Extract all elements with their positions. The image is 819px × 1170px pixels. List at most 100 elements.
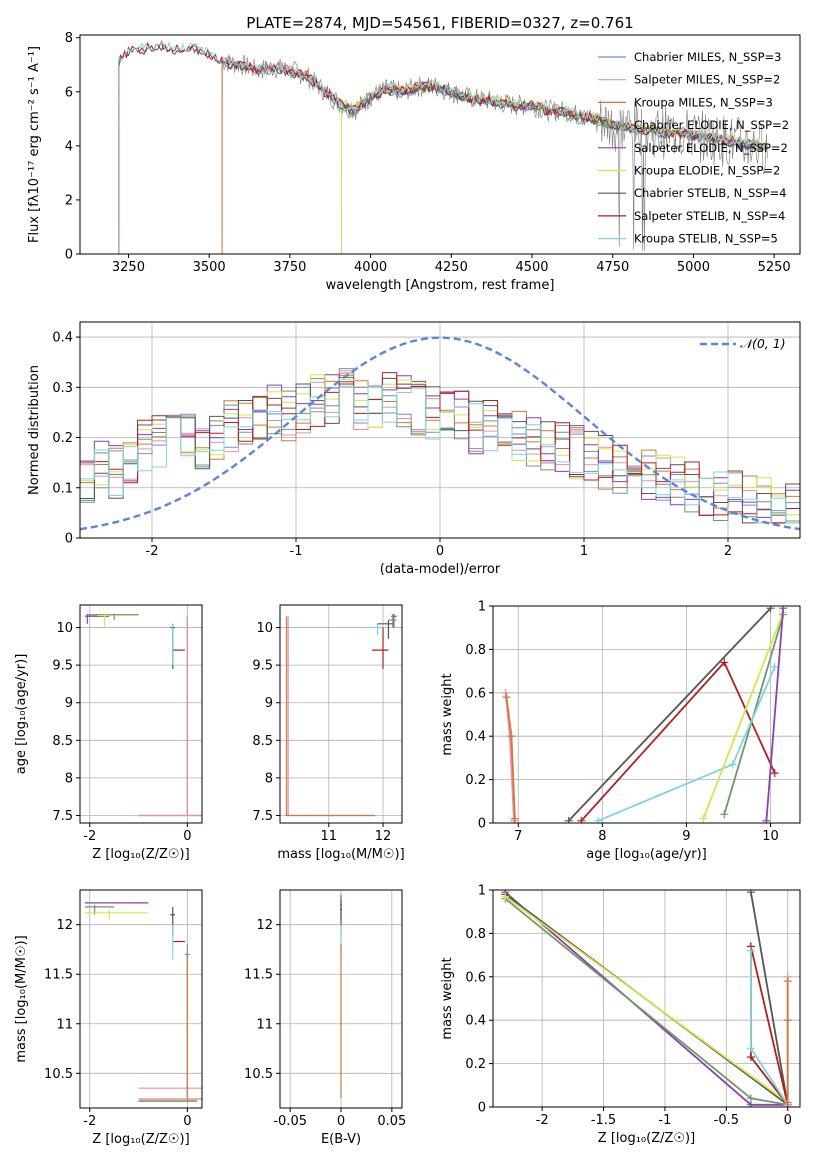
xtick-label-4: 4250 (435, 260, 468, 275)
xtick-label-3: 4000 (354, 260, 387, 275)
ytick-label-2: 0.4 (465, 1014, 486, 1029)
xtick-label-1: 12 (375, 829, 392, 844)
ytick-label-1: 11 (256, 1017, 273, 1032)
ytick-label-3: 0.6 (465, 970, 486, 985)
ytick-label-1: 0.2 (465, 773, 486, 788)
weight-marker-2-1 (746, 1094, 755, 1103)
point-5 (391, 614, 397, 628)
point-1 (285, 616, 375, 817)
ytick-label-3: 0.3 (52, 381, 73, 396)
y-axis-label: mass weight (440, 673, 455, 755)
gaussian-curve (80, 336, 800, 531)
xtick-label-1: 0 (337, 1114, 345, 1129)
legend-gaussian-label: 𝒩(0, 1) (740, 336, 786, 351)
panel-spectrum: 3250 3500 3750 4000 4250 4500 4750 5000 5250 0 2 4 6… (27, 31, 801, 293)
xtick-label-2: 9 (682, 829, 690, 844)
xtick-label-2: -1 (658, 1113, 671, 1128)
weight-line-6 (702, 612, 785, 820)
point-3 (372, 627, 389, 669)
legend: Chabrier MILES, N_SSP=3 Salpeter MILES, N… (598, 50, 789, 246)
ytick-label-4: 8 (65, 31, 73, 46)
axes-frame (79, 604, 203, 824)
ytick-label-1: 0.1 (52, 481, 73, 496)
ytick-label-2: 11.5 (244, 968, 273, 983)
xtick-label-1: 0 (183, 1114, 191, 1129)
x-axis-label: Z [log₁₀(Z/Z☉)] (92, 1132, 189, 1147)
x-axis-label: Z [log₁₀(Z/Z☉)] (598, 1131, 695, 1146)
xtick-label-0: -2 (146, 544, 159, 559)
ytick-label-2: 8.5 (52, 734, 73, 749)
point-8 (138, 616, 202, 817)
weight-marker-4-0 (720, 810, 729, 819)
xtick-label-4: 2 (724, 544, 732, 559)
weight-marker-5-0 (594, 816, 603, 823)
xtick-label-3: 10 (762, 829, 779, 844)
ytick-label-5: 1 (478, 884, 486, 899)
panel-age-vs-Z: -2 0 7.5 8 8.5 9 9.5 10 Z [log₁₀(Z/Z☉)] age [log₁… (14, 604, 203, 862)
ytick-label-0: 0 (65, 532, 73, 547)
model-spectrum-8 (118, 40, 769, 254)
ytick-label-2: 11.5 (44, 968, 73, 983)
xtick-label-7: 5000 (677, 260, 710, 275)
ytick-label-3: 12 (256, 918, 273, 933)
axes-frame (492, 889, 801, 1108)
xtick-label-4: 0 (784, 1113, 792, 1128)
xtick-label-0: -0.05 (273, 1114, 307, 1129)
point-6 (388, 614, 397, 628)
weight-marker-3-0 (501, 892, 510, 901)
axes-frame (279, 604, 403, 824)
ytick-label-1: 8 (265, 771, 273, 786)
xtick-label-1: 0 (183, 829, 191, 844)
y-axis-label: mass [log₁₀(M/M☉)] (14, 935, 29, 1062)
ytick-label-0: 7.5 (52, 809, 73, 824)
xtick-label-1: -1.5 (591, 1113, 616, 1128)
weight-line-3 (568, 607, 772, 822)
ytick-label-0: 10.5 (244, 1067, 273, 1082)
panel-mass-vs-Z: -2 0 10.5 11 11.5 12 Z [log₁₀(Z/Z☉)] mass [log₁… (14, 889, 203, 1147)
weight-marker-2-1 (720, 658, 729, 667)
xtick-label-2: 3750 (273, 260, 306, 275)
residual-histogram-1 (80, 370, 800, 524)
point-5 (171, 924, 174, 960)
ytick-label-3: 9 (65, 696, 73, 711)
point-1 (87, 614, 139, 621)
weight-marker-0-0 (501, 688, 510, 697)
legend-label-0: Chabrier MILES, N_SSP=3 (634, 50, 781, 64)
weight-marker-7-0 (762, 816, 771, 823)
panel-residuals: -2 -1 0 1 2 0 0.1 0.2 0.3 0.4 (data-model)/error No… (27, 321, 801, 577)
point-2 (84, 614, 110, 624)
ytick-label-1: 0.2 (465, 1057, 486, 1072)
point-6 (171, 623, 174, 666)
ytick-label-2: 4 (65, 139, 73, 154)
xtick-label-3: -0.5 (714, 1113, 739, 1128)
ytick-label-3: 12 (56, 918, 73, 933)
legend-label-3: Chabrier ELODIE, N_SSP=2 (634, 118, 789, 132)
plot-area (118, 40, 769, 254)
panel-age-vs-mass: 11 12 7.5 8 8.5 9 9.5 10 mass [log₁₀(M/M☉)] (252, 604, 405, 862)
plot-area (84, 902, 202, 1102)
plot-area (501, 606, 788, 823)
point-3 (339, 944, 343, 1099)
legend-label-6: Chabrier STELIB, N_SSP=4 (634, 186, 786, 200)
panel-weight-vs-age: 7 8 9 10 0 0.2 0.4 0.6 0.8 1 age [log₁₀(age/yr)] ma… (440, 600, 801, 862)
panel-weight-vs-Z: -2 -1.5 -1 -0.5 0 0 0.2 0.4 0.6 0.8 1 Z [log₁₀(Z/Z☉… (440, 884, 801, 1146)
legend-label-8: Kroupa STELIB, N_SSP=5 (634, 232, 778, 246)
plot-area (339, 894, 343, 1099)
plot-area (501, 890, 792, 1107)
legend-label-1: Salpeter MILES, N_SSP=2 (634, 73, 780, 87)
y-axis-label: age [log₁₀(age/yr)] (14, 654, 29, 775)
axes-frame (492, 605, 801, 824)
y-axis-label: Normed distribution (27, 365, 42, 495)
weight-marker-5-2 (770, 662, 779, 671)
weight-marker-7-0 (783, 977, 792, 986)
x-axis-label: wavelength [Angstrom, rest frame] (326, 278, 555, 293)
ytick-label-2: 0.2 (52, 431, 73, 446)
panel-mass-vs-ebv: -0.05 0 0.05 10.5 11 11.5 12 E(B-V) (244, 889, 406, 1147)
point-4 (377, 620, 394, 639)
xtick-label-2: 0 (436, 544, 444, 559)
ytick-label-1: 8 (65, 771, 73, 786)
ytick-label-1: 2 (65, 193, 73, 208)
weight-marker-5-1 (746, 1044, 755, 1053)
weight-marker-1-0 (502, 693, 511, 702)
